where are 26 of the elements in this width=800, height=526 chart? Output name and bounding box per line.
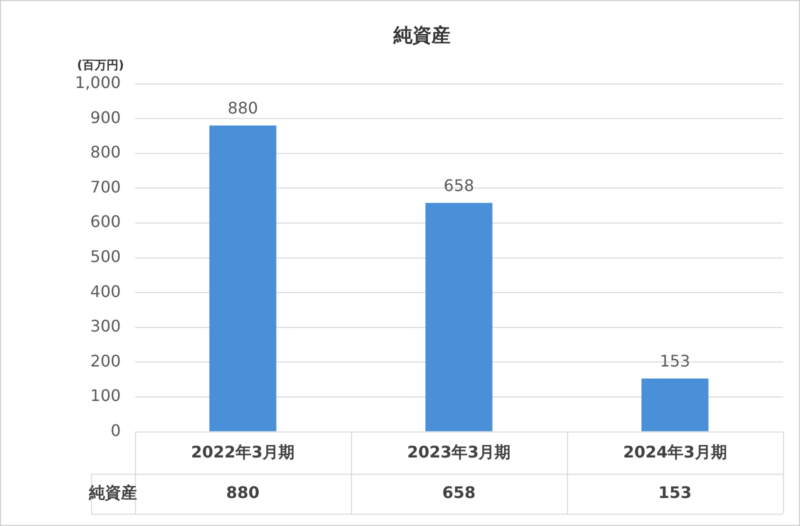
y-axis-title: (百万円)	[77, 58, 124, 72]
y-tick-label: 500	[90, 246, 121, 266]
bar	[641, 378, 708, 432]
y-tick-label: 900	[90, 108, 121, 127]
y-tick-label: 100	[90, 386, 121, 406]
y-tick-label: 200	[90, 351, 121, 370]
text: 880	[226, 482, 260, 502]
y-tick-label: 300	[90, 316, 121, 336]
data-label: 658	[444, 176, 474, 195]
text: 153	[658, 482, 692, 502]
x-tick-label: 2024年3月期	[623, 442, 727, 462]
chart-title: 純資産	[392, 24, 450, 46]
data-label: 153	[660, 352, 690, 371]
y-tick-label: 600	[90, 212, 121, 232]
x-tick-label: 2022年3月期	[191, 442, 295, 462]
bar	[209, 126, 276, 432]
y-tick-label: 0	[110, 420, 121, 440]
y-tick-label: 400	[90, 282, 121, 301]
y-tick-label: 1,000	[74, 72, 121, 92]
y-tick-label: 700	[90, 177, 121, 196]
x-tick-label: 2023年3月期	[407, 442, 511, 462]
data-label: 880	[228, 98, 258, 118]
text: 658	[442, 482, 476, 502]
y-tick-label: 800	[90, 142, 121, 162]
text: 純資産	[88, 482, 137, 502]
bar	[425, 202, 492, 432]
